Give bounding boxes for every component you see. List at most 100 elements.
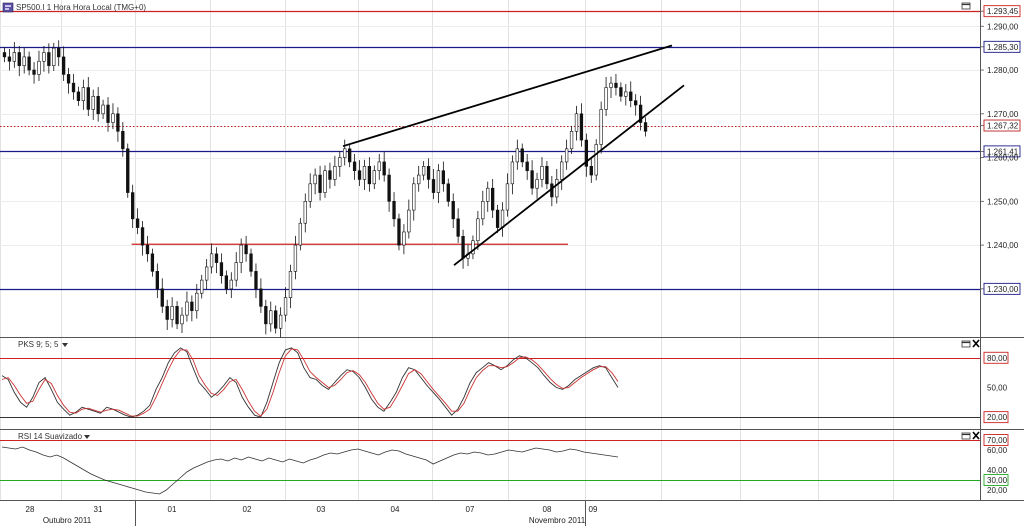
rsi-pane-close-icon[interactable] <box>972 431 980 440</box>
pks-axis-label: 50,00 <box>987 383 1008 392</box>
candle-body <box>283 297 288 316</box>
candle-body <box>126 148 130 193</box>
candle-body <box>545 166 549 185</box>
candle-body <box>165 306 169 320</box>
price-label-box <box>983 145 1021 158</box>
rsi-title[interactable]: RSI 14 Suavizado <box>18 432 83 441</box>
month-label: Novembro 2011 <box>529 516 586 525</box>
time-axis-label: 03 <box>317 505 326 514</box>
candle-body <box>486 187 490 202</box>
chart-symbol-icon[interactable] <box>2 2 14 13</box>
price-axis-label: 1.260,00 <box>987 154 1019 163</box>
price-label-box <box>983 5 1021 18</box>
rsi-menu-icon[interactable] <box>84 435 90 439</box>
candle-body <box>402 231 406 246</box>
candle-body <box>382 161 386 176</box>
candle-body <box>323 170 327 193</box>
candle-body <box>421 166 426 176</box>
price-candles <box>2 40 648 338</box>
candle-body <box>609 82 613 88</box>
candle-body <box>200 279 204 294</box>
candle-body <box>476 218 480 242</box>
candle-body <box>264 306 268 325</box>
candle-body <box>185 301 189 316</box>
candle-body <box>372 170 376 185</box>
pks-pane-maximize-icon[interactable] <box>961 340 971 348</box>
pks-axis-labels: 80,00 50,00 20,00 <box>983 351 1009 424</box>
candle-body <box>461 236 465 259</box>
candle-body <box>313 174 317 185</box>
time-axis-label: 04 <box>391 505 400 514</box>
price-axis-label: 1.250,00 <box>987 197 1019 206</box>
pks-pane-close-icon[interactable] <box>972 339 980 348</box>
candle-body <box>614 82 618 88</box>
candle-body <box>451 201 455 220</box>
candle-body <box>288 271 293 298</box>
candle-body <box>303 201 307 224</box>
candle-body <box>86 87 90 110</box>
candle-body <box>456 218 460 237</box>
candle-body <box>441 170 446 185</box>
candle-body <box>495 209 500 228</box>
candle-body <box>150 253 155 272</box>
candle-body <box>624 91 628 97</box>
time-axis-label: 02 <box>243 505 252 514</box>
price-pane-maximize-icon[interactable] <box>961 2 971 10</box>
candle-body <box>431 179 436 193</box>
price-axis-label: 1.267,32 <box>987 122 1019 131</box>
candle-body <box>357 170 362 180</box>
price-label-box <box>983 40 1021 53</box>
candle-body <box>584 139 589 167</box>
pks-title[interactable]: PKS 9; 5; 5 <box>18 340 59 349</box>
candle-body <box>525 161 529 171</box>
candle-body <box>37 60 41 75</box>
candle-body <box>589 166 593 176</box>
candle-body <box>2 52 7 58</box>
candle-body <box>209 253 214 268</box>
time-axis-label: 09 <box>589 505 598 514</box>
pks-axis-label: 20,00 <box>987 413 1008 422</box>
candle-body <box>397 218 401 246</box>
candle-body <box>269 310 273 325</box>
candle-body <box>638 104 643 123</box>
rsi-axis-label: 20,00 <box>987 486 1008 495</box>
candle-body <box>555 179 559 198</box>
price-axis-label: 1.285,30 <box>987 43 1019 52</box>
candle-body <box>367 166 372 185</box>
candle-body <box>594 144 598 176</box>
time-axis-label: 31 <box>94 505 103 514</box>
candle-body <box>106 104 110 123</box>
candle-body <box>190 301 194 312</box>
time-axis-label: 28 <box>26 505 35 514</box>
candle-body <box>170 306 174 320</box>
time-axis-label: 08 <box>543 505 552 514</box>
candle-body <box>61 56 66 75</box>
candle-body <box>446 183 450 202</box>
trendline <box>342 44 673 148</box>
rsi-pane-maximize-icon[interactable] <box>961 432 971 440</box>
instrument-title[interactable]: SP500.I 1 Hora Hora Local (TMG+0) <box>16 3 146 12</box>
rsi-series-line <box>1 446 619 495</box>
candle-body <box>101 104 105 115</box>
candle-body <box>298 222 302 246</box>
time-axis-label: 01 <box>168 505 177 514</box>
candle-body <box>244 244 248 255</box>
candle-body <box>27 56 31 71</box>
pks-menu-icon[interactable] <box>62 343 68 347</box>
candle-body <box>392 201 396 220</box>
candle-body <box>57 47 61 58</box>
pks-label-box <box>983 411 1009 424</box>
candle-body <box>308 183 312 202</box>
candle-body <box>81 87 86 101</box>
candle-body <box>377 161 381 171</box>
candle-body <box>629 91 633 101</box>
candle-body <box>387 174 391 202</box>
candle-body <box>66 74 71 84</box>
candle-body <box>293 244 298 272</box>
rsi-axis-label: 30,00 <box>987 476 1008 485</box>
candle-body <box>471 240 475 255</box>
rsi-axis-label: 70,00 <box>987 436 1008 445</box>
candle-body <box>510 161 515 185</box>
pks-label-box <box>983 351 1009 364</box>
